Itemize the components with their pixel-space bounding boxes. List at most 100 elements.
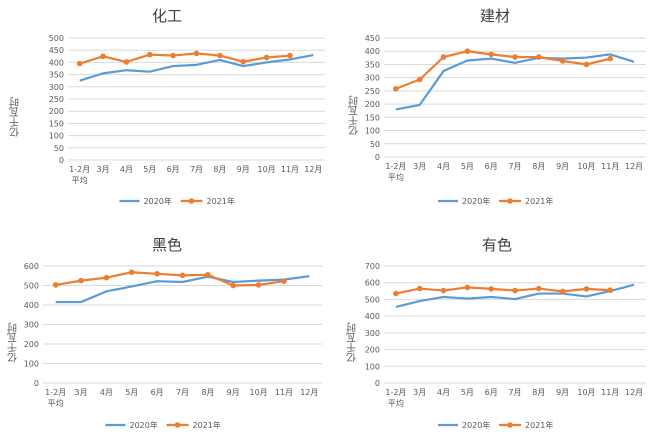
y-tick-label: 150: [365, 113, 380, 122]
legend-marker-dot: [188, 198, 195, 204]
data-point: [193, 50, 200, 57]
data-point: [464, 284, 471, 291]
x-tick-label: 12月: [304, 165, 322, 174]
legend: 2020年 2021年: [119, 196, 235, 206]
x-tick-label: 12月: [625, 388, 643, 397]
data-point: [559, 288, 566, 295]
series-line-2020: [55, 275, 310, 304]
x-tick-label: 8月: [201, 388, 214, 397]
x-tick-label: 5月: [461, 162, 474, 171]
x-tick-label: 7月: [190, 165, 203, 174]
y-tick-label: 300: [49, 83, 64, 92]
data-point: [179, 272, 186, 279]
y-tick-label: 0: [375, 153, 380, 162]
series-line-2021: [79, 52, 291, 65]
chart-panel-3: 黑色 0 100 200 300 400 500 600 亿千瓦时 1-2月平均 3月 4月 5月 6月 7…: [8, 236, 322, 430]
y-tick-label: 100: [365, 127, 380, 136]
x-tick-label: 7月: [508, 388, 521, 397]
data-point: [536, 285, 542, 292]
x-tick-label: 1-2月平均: [385, 162, 406, 182]
x-tick-label: 1-2月平均: [69, 165, 90, 185]
data-point: [76, 60, 83, 67]
legend: 2020年 2021年: [438, 420, 553, 430]
data-point: [217, 52, 223, 59]
series-line-2020: [395, 283, 635, 309]
y-tick-label: 600: [24, 262, 39, 271]
x-tick-label: 6月: [485, 162, 498, 171]
y-axis-label: 亿千瓦时: [349, 96, 361, 137]
series-line-2020: [395, 53, 635, 111]
legend-marker-dot: [507, 198, 513, 204]
x-tick-label: 3月: [413, 388, 426, 397]
chart-title: 黑色: [152, 236, 182, 254]
y-tick-label: 300: [24, 321, 39, 330]
y-tick-label: 400: [365, 47, 380, 56]
y-tick-label: 400: [49, 58, 64, 67]
x-tick-label: 11月: [281, 165, 299, 174]
data-point: [607, 287, 614, 294]
data-point: [287, 52, 293, 59]
data-point: [240, 58, 247, 65]
y-tick-label: 450: [49, 46, 64, 55]
y-tick-label: 250: [49, 95, 64, 104]
legend-marker-dot: [507, 422, 513, 428]
y-tick-label: 250: [365, 87, 380, 96]
x-tick-label: 10月: [249, 388, 267, 397]
y-tick-label: 50: [370, 140, 380, 149]
data-point: [607, 55, 614, 62]
x-tick-label: 9月: [556, 162, 569, 171]
x-tick-label: 5月: [125, 388, 138, 397]
x-tick-label: 6月: [485, 388, 498, 397]
y-axis-label: 亿千瓦时: [10, 97, 22, 138]
x-tick-label: 12月: [625, 162, 643, 171]
x-tick-label: 7月: [508, 162, 521, 171]
series-line-2020: [79, 53, 314, 82]
data-point: [103, 274, 110, 281]
y-tick-label: 400: [365, 312, 380, 321]
chart-panel-1: 化工 0 50 100 150 200 250 300 350 400 450 500 亿千瓦时 1-2月…: [10, 7, 325, 206]
y-tick-label: 200: [24, 340, 39, 349]
x-tick-label: 11月: [275, 388, 293, 397]
y-tick-label: 600: [365, 279, 380, 288]
chart-panel-2: 建材 0 50 100 150 200 250 300 350 400 450 亿千瓦时 1-2月平均 3…: [349, 7, 646, 206]
chart-title: 化工: [152, 7, 182, 25]
x-tick-label: 9月: [227, 388, 240, 397]
data-point: [52, 282, 59, 288]
data-point: [488, 51, 494, 58]
x-tick-label: 8月: [213, 165, 226, 174]
data-point: [393, 290, 399, 297]
x-tick-label: 8月: [532, 388, 545, 397]
data-point: [536, 54, 542, 60]
legend-label-2021: 2021年: [193, 420, 221, 430]
x-tick-label: 1-2月平均: [385, 388, 406, 408]
data-point: [416, 285, 423, 292]
data-point: [416, 76, 423, 83]
y-tick-label: 200: [49, 107, 64, 116]
chart-title: 建材: [480, 7, 510, 25]
x-tick-label: 10月: [257, 165, 275, 174]
data-point: [128, 269, 135, 276]
data-point: [559, 58, 566, 64]
legend: 2020年 2021年: [438, 196, 553, 206]
y-tick-label: 400: [24, 301, 39, 310]
y-tick-label: 100: [49, 132, 64, 141]
y-tick-label: 500: [24, 282, 39, 291]
x-tick-label: 12月: [300, 388, 318, 397]
legend-label-2021: 2021年: [525, 196, 553, 206]
legend: 2020年 2021年: [105, 420, 221, 430]
chart-panel-4: 有色 0 100 200 300 400 500 600 700 亿千瓦时 1-2月平均 3月 4月 5月…: [347, 236, 646, 430]
y-tick-label: 450: [365, 34, 380, 43]
data-point: [123, 59, 130, 65]
legend-label-2021: 2021年: [525, 420, 553, 430]
x-tick-label: 8月: [532, 162, 545, 171]
x-tick-label: 5月: [143, 165, 156, 174]
x-tick-label: 4月: [437, 388, 450, 397]
data-point: [281, 278, 287, 285]
y-tick-label: 100: [365, 362, 380, 371]
y-tick-label: 500: [49, 34, 64, 43]
data-point: [154, 271, 160, 277]
data-point: [146, 51, 153, 58]
data-point: [230, 282, 237, 289]
y-tick-label: 700: [365, 262, 380, 271]
x-tick-label: 11月: [601, 388, 619, 397]
